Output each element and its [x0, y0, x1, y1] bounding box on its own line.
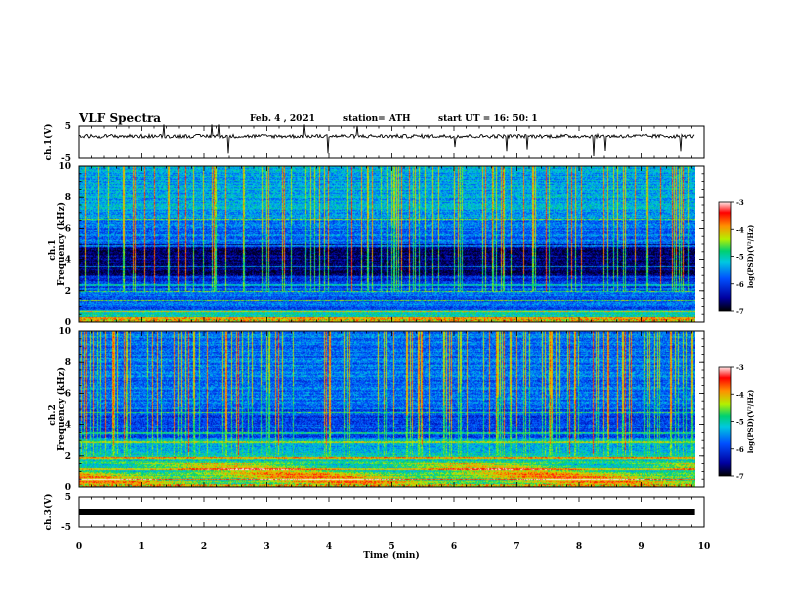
- y-axis-label: Frequency (kHz): [56, 367, 67, 451]
- ch1-waveform-line: [78, 124, 695, 157]
- colorbar-tick-label: -3: [736, 363, 744, 372]
- x-tick-label: 9: [638, 542, 644, 552]
- colorbar-1: [718, 201, 732, 312]
- y-tick-label: 5: [65, 493, 71, 503]
- y-tick-label: 0: [65, 483, 71, 493]
- colorbar-tick-label: -5: [736, 418, 744, 427]
- spectrogram-layer: [79, 166, 695, 487]
- date-label: Feb. 4 , 2021: [250, 114, 315, 124]
- y-tick-label: 4: [65, 421, 71, 431]
- x-tick-label: 2: [201, 542, 207, 552]
- colorbar-tick-label: -4: [736, 390, 744, 399]
- colorbar-label: log(PSD)(V²/Hz): [746, 390, 755, 454]
- colorbar-tick-label: -6: [736, 445, 744, 454]
- waveform-layer: [78, 124, 695, 515]
- x-tick-label: 4: [326, 542, 332, 552]
- station-label: station= ATH: [343, 114, 411, 124]
- y-tick-label: 5: [65, 122, 71, 132]
- spectrogram-image-ch2: [79, 331, 695, 487]
- y-tick-label: 10: [58, 162, 71, 172]
- y-tick-label: -5: [61, 154, 71, 164]
- y-tick-label: -5: [61, 523, 71, 533]
- ch3-waveform-line: [79, 509, 695, 515]
- x-axis-label: Time (min): [363, 550, 420, 561]
- x-tick-label: 8: [576, 542, 582, 552]
- y-tick-label: 8: [65, 193, 71, 203]
- colorbar-tick-label: -7: [736, 307, 744, 316]
- y-axis-label: ch.3(V): [43, 494, 54, 531]
- colorbar-tick-label: -4: [736, 225, 744, 234]
- x-tick-label: 0: [76, 542, 82, 552]
- y-tick-label: 2: [65, 452, 71, 462]
- colorbar-tick-label: -5: [736, 253, 744, 262]
- x-tick-label: 6: [451, 542, 457, 552]
- spectrogram-image-ch1: [79, 166, 695, 322]
- x-tick-label: 10: [698, 542, 711, 552]
- x-tick-label: 1: [138, 542, 144, 552]
- y-axis-label: ch.2: [48, 404, 58, 425]
- colorbar-tick-label: -7: [736, 472, 744, 481]
- y-tick-label: 0: [65, 318, 71, 328]
- colorbar-tick-label: -3: [736, 198, 744, 207]
- y-axis-label: ch.1(V): [43, 124, 54, 161]
- colorbar-tick-label: -6: [736, 280, 744, 289]
- y-tick-label: 6: [65, 224, 71, 234]
- chart-title: VLF Spectra: [79, 111, 162, 125]
- y-tick-label: 10: [58, 327, 71, 337]
- colorbar-2: [718, 366, 732, 477]
- colorbar-label: log(PSD)(V²/Hz): [746, 225, 755, 289]
- y-tick-label: 2: [65, 287, 71, 297]
- start-time-label: start UT = 16: 50: 1: [438, 114, 538, 124]
- y-axis-label: Frequency (kHz): [56, 202, 67, 286]
- y-tick-label: 8: [65, 358, 71, 368]
- y-axis-label: ch.1: [48, 239, 58, 260]
- x-tick-label: 7: [513, 542, 519, 552]
- x-tick-label: 3: [263, 542, 269, 552]
- y-tick-label: 4: [65, 256, 71, 266]
- y-tick-label: 6: [65, 389, 71, 399]
- x-tick-label: 5: [388, 542, 394, 552]
